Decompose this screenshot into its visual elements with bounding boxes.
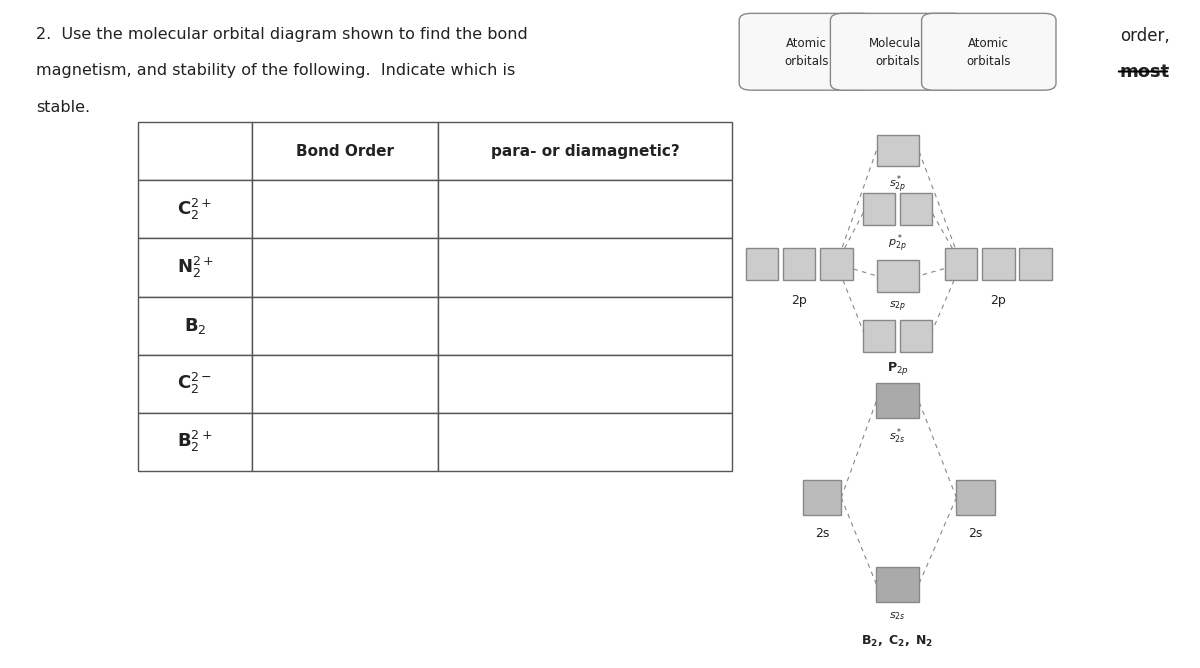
Bar xyxy=(900,321,932,352)
Bar xyxy=(803,480,841,515)
Bar xyxy=(863,321,895,352)
Bar xyxy=(438,413,732,471)
Bar xyxy=(746,248,779,280)
Bar xyxy=(252,122,438,180)
Text: Atomic
orbitals: Atomic orbitals xyxy=(966,37,1012,67)
Bar xyxy=(876,134,919,166)
Bar xyxy=(946,248,977,280)
Text: 2p: 2p xyxy=(791,295,808,307)
Text: $s_{2p}^*$: $s_{2p}^*$ xyxy=(889,174,906,196)
Bar xyxy=(863,194,895,225)
Text: $\mathbf{C}_{2}^{2-}$: $\mathbf{C}_{2}^{2-}$ xyxy=(178,371,212,396)
Text: 2s: 2s xyxy=(968,527,983,540)
Text: $s_{2s}^*$: $s_{2s}^*$ xyxy=(889,427,906,446)
Text: $\mathbf{C}_{2}^{2+}$: $\mathbf{C}_{2}^{2+}$ xyxy=(178,197,212,222)
Bar xyxy=(252,238,438,297)
Text: $\mathbf{B}_{2}^{2+}$: $\mathbf{B}_{2}^{2+}$ xyxy=(178,430,212,454)
Bar xyxy=(138,180,252,238)
FancyBboxPatch shape xyxy=(739,13,874,90)
Bar xyxy=(900,194,932,225)
Bar xyxy=(252,413,438,471)
Text: $\mathbf{B}_{2}$: $\mathbf{B}_{2}$ xyxy=(184,316,206,335)
FancyBboxPatch shape xyxy=(830,13,965,90)
FancyBboxPatch shape xyxy=(922,13,1056,90)
Text: Molecular
orbitals: Molecular orbitals xyxy=(869,37,926,67)
Bar xyxy=(138,355,252,413)
Text: $\mathbf{N}_{2}^{2+}$: $\mathbf{N}_{2}^{2+}$ xyxy=(176,255,214,280)
Text: para- or diamagnetic?: para- or diamagnetic? xyxy=(491,144,679,159)
Text: stable.: stable. xyxy=(36,100,90,115)
Text: Atomic
orbitals: Atomic orbitals xyxy=(784,37,829,67)
Bar xyxy=(876,383,919,418)
Text: $s_{2s}$: $s_{2s}$ xyxy=(889,611,906,623)
Text: $\mathbf{P}_{2p}$: $\mathbf{P}_{2p}$ xyxy=(887,360,908,377)
Bar xyxy=(438,238,732,297)
Text: $p_{2p}^*$: $p_{2p}^*$ xyxy=(888,233,907,255)
Bar xyxy=(138,238,252,297)
Bar xyxy=(438,122,732,180)
Bar xyxy=(438,180,732,238)
Bar xyxy=(138,297,252,355)
Bar xyxy=(784,248,816,280)
Text: most: most xyxy=(1120,63,1170,81)
Text: 2.  Use the molecular orbital diagram shown to find the bond: 2. Use the molecular orbital diagram sho… xyxy=(36,27,528,41)
Text: magnetism, and stability of the following.  Indicate which is: magnetism, and stability of the followin… xyxy=(36,63,515,78)
Text: order,: order, xyxy=(1121,27,1170,45)
Bar xyxy=(138,413,252,471)
Bar xyxy=(956,480,995,515)
Text: $s_{2p}$: $s_{2p}$ xyxy=(889,300,906,314)
Bar xyxy=(438,355,732,413)
Bar xyxy=(1020,248,1052,280)
Bar xyxy=(252,180,438,238)
Bar xyxy=(252,297,438,355)
Bar xyxy=(876,261,919,291)
Bar xyxy=(876,567,919,602)
Bar xyxy=(252,355,438,413)
Text: Bond Order: Bond Order xyxy=(296,144,394,159)
Text: $\mathbf{B_2,\ C_2,\ N_2}$: $\mathbf{B_2,\ C_2,\ N_2}$ xyxy=(862,634,934,649)
Bar xyxy=(821,248,853,280)
Bar xyxy=(438,297,732,355)
Bar xyxy=(138,122,252,180)
Bar xyxy=(983,248,1015,280)
Text: 2p: 2p xyxy=(990,295,1007,307)
Text: 2s: 2s xyxy=(815,527,829,540)
